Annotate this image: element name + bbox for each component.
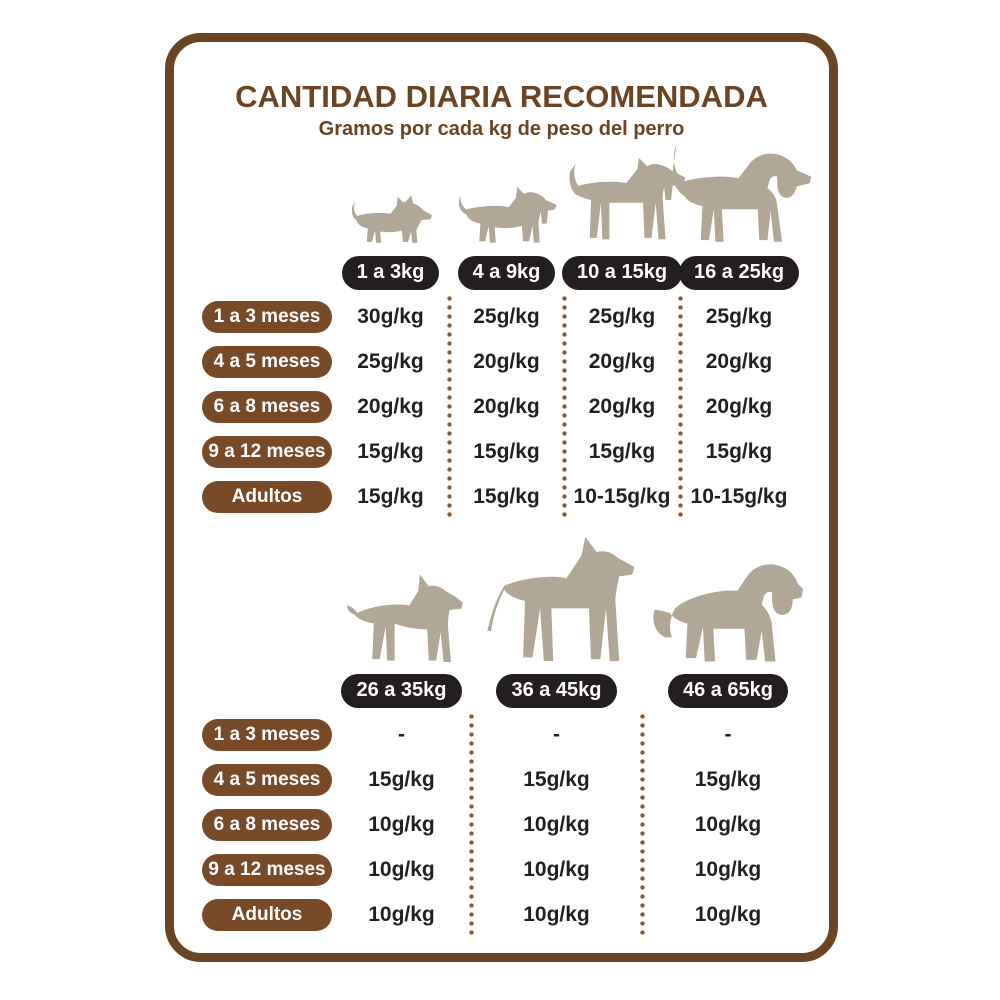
value-cell: 20g/kg bbox=[357, 394, 424, 418]
weight-badge: 4 a 9kg bbox=[457, 256, 556, 291]
dog-silhouette-beagle-icon bbox=[672, 144, 812, 242]
weight-badges-row: 1 a 3kg 4 a 9kg 10 a 15kg 16 a 25kg bbox=[174, 256, 829, 291]
table-row: Adultos 10g/kg 10g/kg 10g/kg bbox=[174, 892, 829, 938]
value-cell: 10g/kg bbox=[469, 802, 642, 848]
weight-badge: 36 a 45kg bbox=[496, 674, 617, 709]
table-row: 9 a 12 meses 15g/kg 15g/kg 15g/kg 15g/kg bbox=[174, 429, 829, 475]
value-cell: 10-15g/kg bbox=[562, 474, 680, 520]
age-pill: Adultos bbox=[202, 480, 332, 513]
dog-silhouette-scottish-terrier-icon bbox=[458, 187, 557, 243]
feeding-table-large-breeds: 26 a 35kg 36 a 45kg 46 a 65kg 1 a 3 mese… bbox=[174, 529, 829, 938]
table-row: 4 a 5 meses 25g/kg 20g/kg 20g/kg 20g/kg bbox=[174, 339, 829, 385]
dog-silhouette-yorkshire-terrier-icon bbox=[351, 195, 432, 243]
value-cell: 20g/kg bbox=[447, 339, 564, 385]
weight-badge: 10 a 15kg bbox=[561, 256, 683, 291]
value-cell: 20g/kg bbox=[562, 384, 680, 430]
value-cell: 10g/kg bbox=[469, 847, 642, 893]
age-pill: 1 a 3 meses bbox=[202, 718, 332, 751]
value-cell: 10g/kg bbox=[640, 802, 814, 848]
weight-badge: 46 a 65kg bbox=[667, 674, 789, 709]
value-cell: 20g/kg bbox=[562, 339, 680, 385]
feeding-guide-poster: CANTIDAD DIARIA RECOMENDADA Gramos por c… bbox=[165, 33, 838, 962]
value-cell: 20g/kg bbox=[447, 384, 564, 430]
dog-silhouette-boxer-icon bbox=[346, 574, 463, 663]
age-pill: Adultos bbox=[202, 898, 332, 931]
value-cell: 15g/kg bbox=[678, 429, 798, 475]
dog-silhouettes-row bbox=[174, 141, 829, 245]
value-cell: 25g/kg bbox=[562, 294, 680, 340]
table-row: 1 a 3 meses 30g/kg 25g/kg 25g/kg 25g/kg bbox=[174, 294, 829, 340]
page-subtitle: Gramos por cada kg de peso del perro bbox=[318, 118, 685, 141]
age-pill: 4 a 5 meses bbox=[202, 345, 332, 378]
table-row: 1 a 3 meses - - - bbox=[174, 712, 829, 758]
value-cell: 15g/kg bbox=[640, 757, 814, 803]
age-pill: 1 a 3 meses bbox=[202, 300, 332, 333]
value-cell: 10g/kg bbox=[368, 857, 435, 881]
value-cell: 10-15g/kg bbox=[678, 474, 798, 520]
value-cell: 15g/kg bbox=[562, 429, 680, 475]
dog-silhouette-great-dane-icon bbox=[486, 536, 634, 662]
value-cell: 20g/kg bbox=[678, 384, 798, 430]
table-row: 9 a 12 meses 10g/kg 10g/kg 10g/kg bbox=[174, 847, 829, 893]
table-row: 6 a 8 meses 20g/kg 20g/kg 20g/kg 20g/kg bbox=[174, 384, 829, 430]
value-cell: 25g/kg bbox=[447, 294, 564, 340]
age-pill: 6 a 8 meses bbox=[202, 390, 332, 423]
value-cell: 15g/kg bbox=[357, 484, 424, 508]
value-cell: 10g/kg bbox=[640, 892, 814, 938]
value-cell: 10g/kg bbox=[368, 812, 435, 836]
dog-silhouette-schnauzer-icon bbox=[569, 157, 686, 240]
table-row: 6 a 8 meses 10g/kg 10g/kg 10g/kg bbox=[174, 802, 829, 848]
dog-silhouettes-row bbox=[174, 529, 829, 665]
weight-badge: 16 a 25kg bbox=[678, 256, 800, 291]
dog-silhouette-saint-bernard-icon bbox=[653, 564, 804, 662]
value-cell: 10g/kg bbox=[368, 902, 435, 926]
value-cell: 15g/kg bbox=[447, 474, 564, 520]
value-cell: - bbox=[640, 712, 814, 758]
weight-badge: 1 a 3kg bbox=[341, 256, 440, 291]
age-pill: 6 a 8 meses bbox=[202, 808, 332, 841]
age-pill: 9 a 12 meses bbox=[202, 435, 332, 468]
age-pill: 4 a 5 meses bbox=[202, 763, 332, 796]
table-row: Adultos 15g/kg 15g/kg 10-15g/kg 10-15g/k… bbox=[174, 474, 829, 520]
value-cell: 10g/kg bbox=[640, 847, 814, 893]
feeding-table-small-medium-breeds: 1 a 3kg 4 a 9kg 10 a 15kg 16 a 25kg 1 a … bbox=[174, 141, 829, 520]
value-cell: 20g/kg bbox=[678, 339, 798, 385]
value-cell: 30g/kg bbox=[357, 304, 424, 328]
age-pill: 9 a 12 meses bbox=[202, 853, 332, 886]
value-cell: 10g/kg bbox=[469, 892, 642, 938]
value-cell: 25g/kg bbox=[357, 349, 424, 373]
value-cell: - bbox=[469, 712, 642, 758]
value-cell: - bbox=[398, 722, 405, 746]
weight-badges-row: 26 a 35kg 36 a 45kg 46 a 65kg bbox=[174, 674, 829, 709]
value-cell: 15g/kg bbox=[447, 429, 564, 475]
page-title: CANTIDAD DIARIA RECOMENDADA bbox=[235, 79, 768, 114]
value-cell: 15g/kg bbox=[469, 757, 642, 803]
weight-badge: 26 a 35kg bbox=[341, 674, 462, 709]
value-cell: 15g/kg bbox=[368, 767, 435, 791]
value-cell: 25g/kg bbox=[678, 294, 798, 340]
table-row: 4 a 5 meses 15g/kg 15g/kg 15g/kg bbox=[174, 757, 829, 803]
value-cell: 15g/kg bbox=[357, 439, 424, 463]
